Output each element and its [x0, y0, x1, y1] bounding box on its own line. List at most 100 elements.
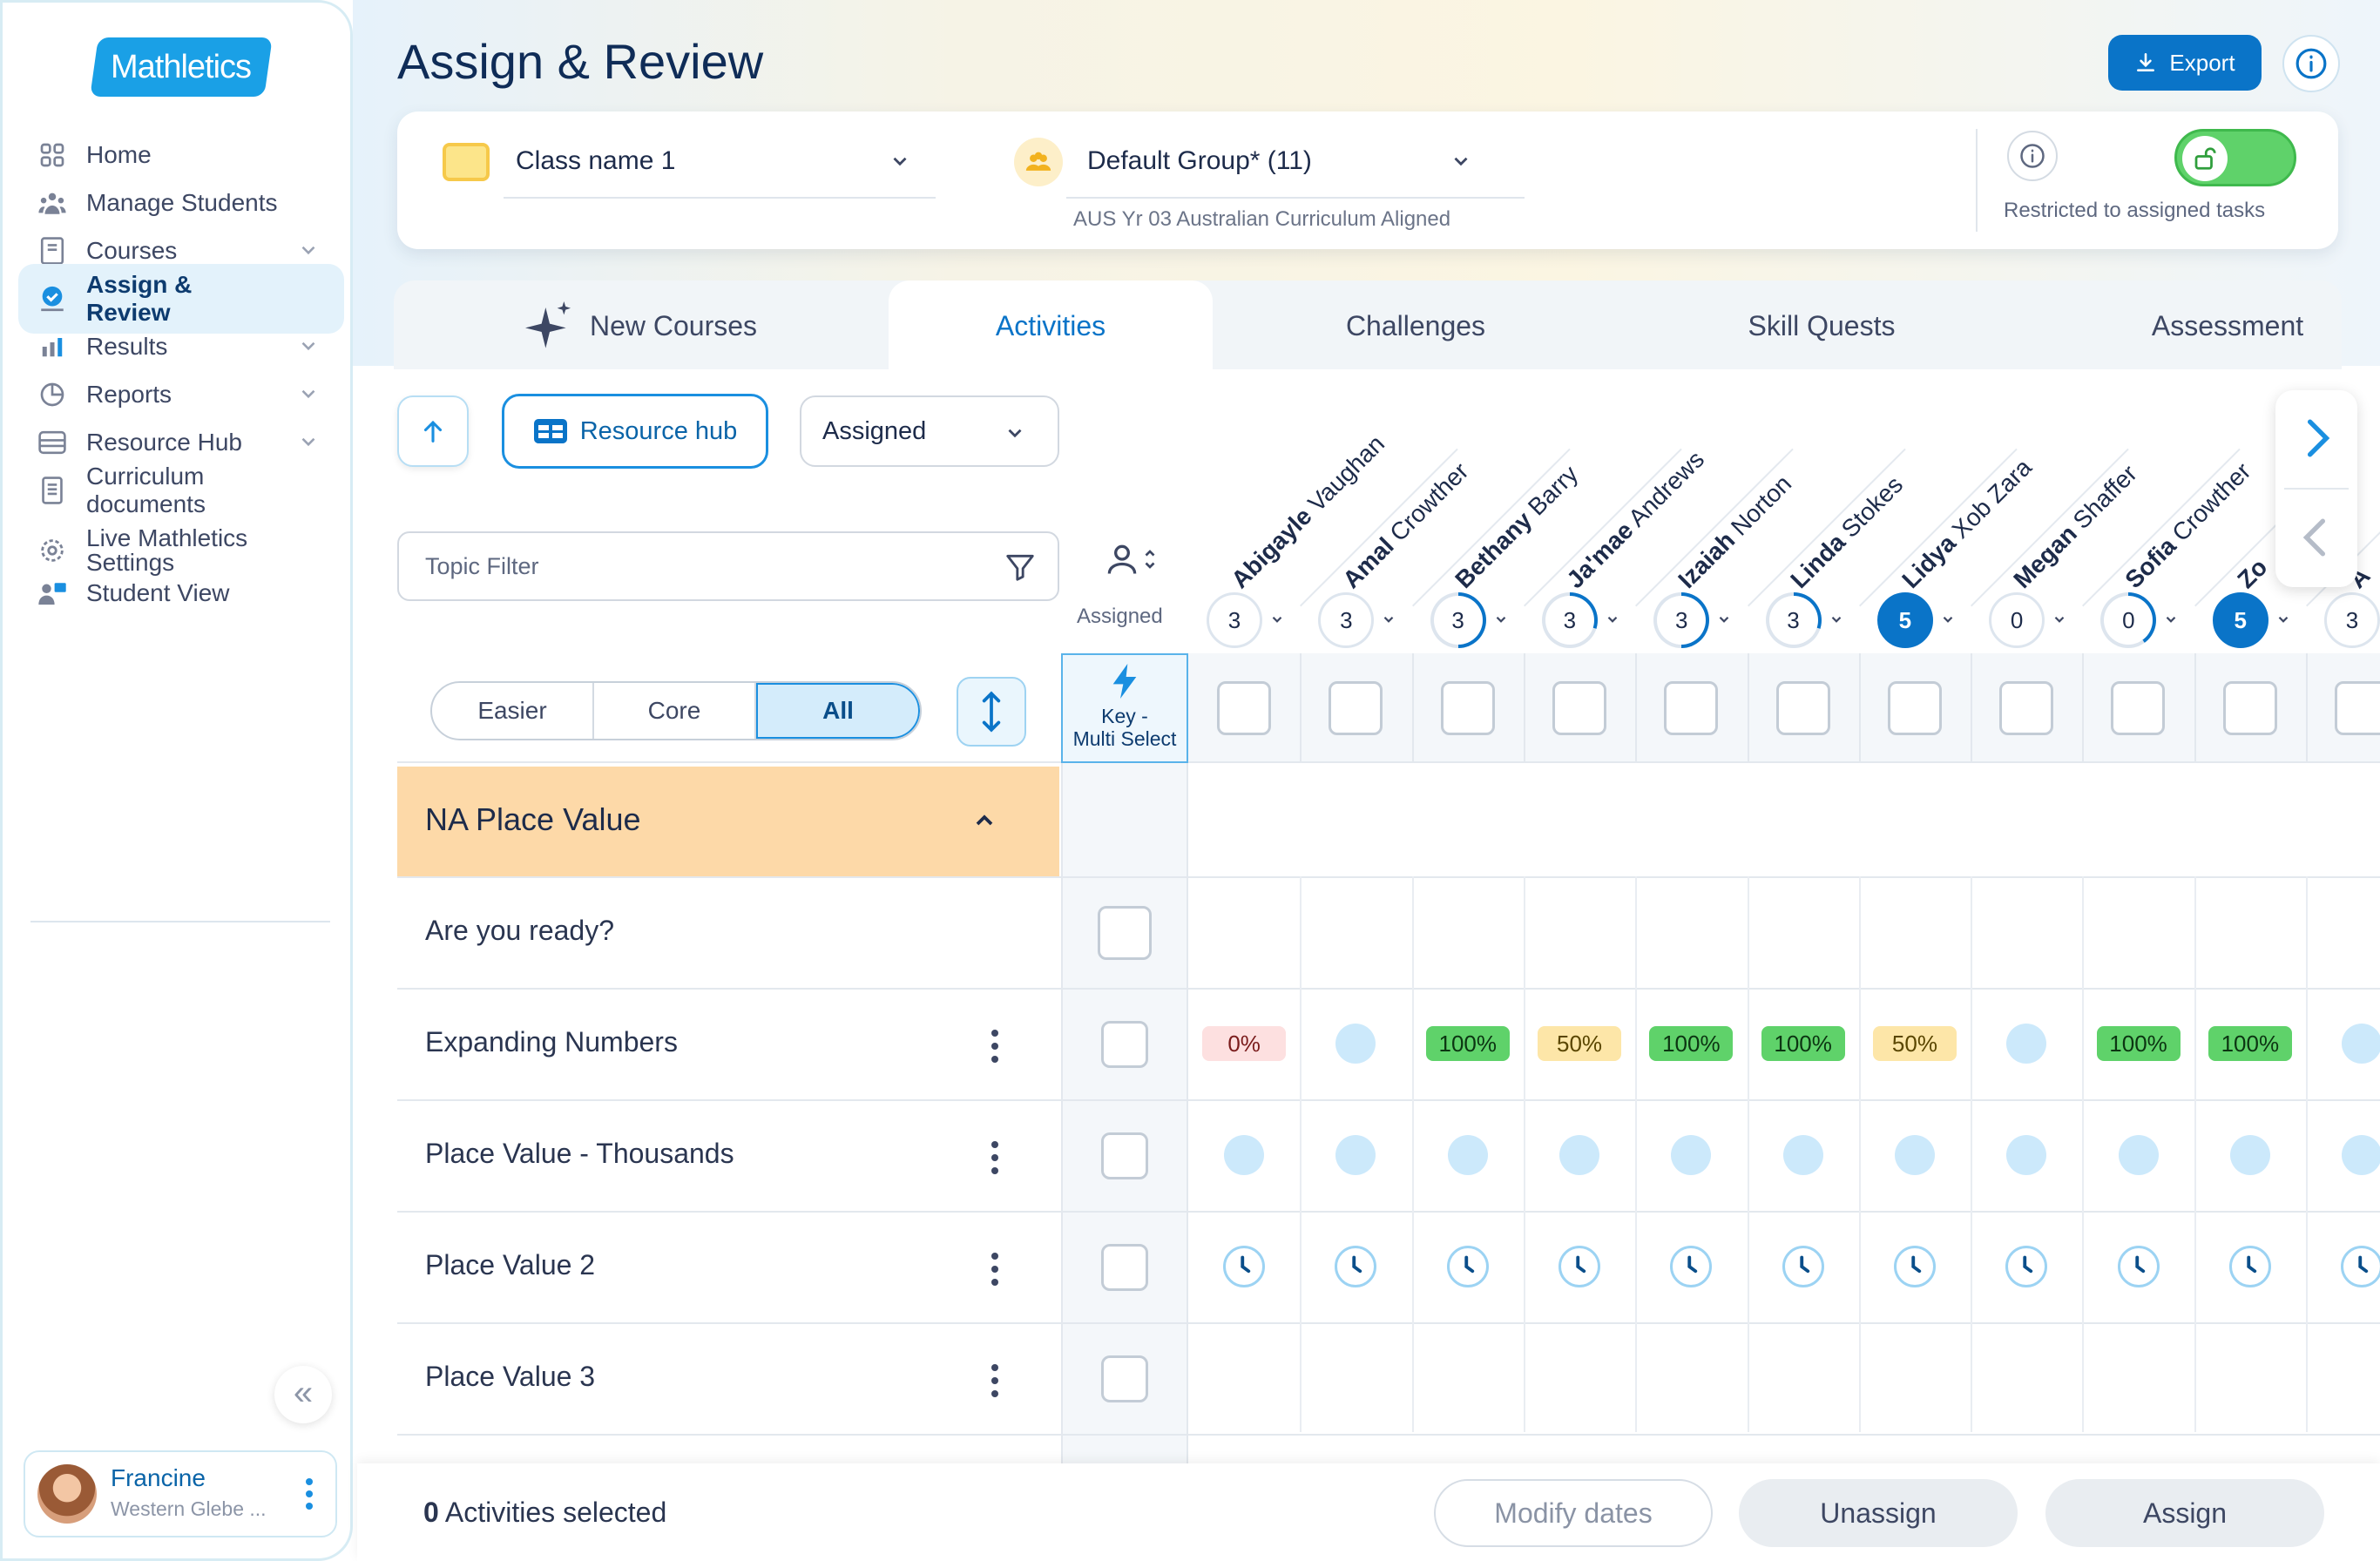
- clock-icon[interactable]: [2341, 1246, 2380, 1287]
- more-options-icon[interactable]: [991, 1364, 1000, 1403]
- not-started-indicator[interactable]: [2342, 1024, 2380, 1064]
- sidebar-item-results[interactable]: Results: [18, 312, 344, 382]
- student-assigned-count[interactable]: 3: [1318, 592, 1375, 648]
- not-started-indicator[interactable]: [1894, 1135, 1935, 1175]
- activity-name[interactable]: Place Value 3: [425, 1361, 596, 1392]
- class-select[interactable]: Class name 1: [516, 146, 676, 175]
- chevron-down-icon[interactable]: [297, 382, 320, 405]
- tab-skill-quests[interactable]: Skill Quests: [1748, 309, 1896, 341]
- chevron-down-icon[interactable]: [1605, 612, 1620, 627]
- chevron-down-icon[interactable]: [1381, 612, 1396, 627]
- not-started-indicator[interactable]: [1559, 1135, 1600, 1175]
- clock-icon[interactable]: [1446, 1246, 1489, 1287]
- chevron-down-icon[interactable]: [297, 239, 320, 261]
- student-assigned-count[interactable]: 3: [1653, 592, 1710, 648]
- activity-select-checkbox[interactable]: [1101, 1355, 1148, 1402]
- score-badge[interactable]: 100%: [1649, 1026, 1734, 1061]
- tab-challenges[interactable]: Challenges: [1345, 309, 1486, 341]
- modify-dates-button[interactable]: Modify dates: [1434, 1479, 1713, 1547]
- student-select-checkbox[interactable]: [1887, 681, 1942, 735]
- activity-name[interactable]: Are you ready?: [425, 915, 615, 946]
- tab-activities[interactable]: Activities: [889, 280, 1213, 371]
- chevron-down-icon[interactable]: [2163, 612, 2179, 627]
- user-card[interactable]: Francine Western Glebe ...: [24, 1450, 337, 1537]
- activity-name[interactable]: Place Value - Thousands: [425, 1138, 734, 1169]
- export-button[interactable]: Export: [2108, 35, 2262, 91]
- sort-assigned-icon[interactable]: [1078, 533, 1183, 585]
- score-badge[interactable]: 100%: [1425, 1026, 1510, 1061]
- student-assigned-count[interactable]: 3: [1207, 592, 1262, 648]
- not-started-indicator[interactable]: [1447, 1135, 1488, 1175]
- info-icon[interactable]: [2282, 35, 2340, 92]
- restricted-info-icon[interactable]: [2007, 131, 2058, 181]
- activity-name[interactable]: Expanding Numbers: [425, 1026, 678, 1058]
- level-core[interactable]: Core: [594, 683, 756, 739]
- student-assigned-count[interactable]: 5: [2212, 592, 2268, 648]
- not-started-indicator[interactable]: [1224, 1135, 1265, 1175]
- score-badge[interactable]: 100%: [1761, 1026, 1845, 1061]
- score-badge[interactable]: 50%: [1538, 1026, 1622, 1061]
- filter-icon[interactable]: [1004, 551, 1037, 584]
- activity-select-checkbox[interactable]: [1101, 1021, 1148, 1068]
- chevron-down-icon[interactable]: [889, 150, 911, 172]
- student-assigned-count[interactable]: 3: [1765, 592, 1822, 648]
- student-assigned-count[interactable]: 5: [1876, 592, 1933, 648]
- activity-select-checkbox[interactable]: [1101, 1244, 1148, 1291]
- not-started-indicator[interactable]: [2118, 1135, 2159, 1175]
- student-assigned-count[interactable]: 3: [2324, 592, 2380, 648]
- sidebar-item-courses[interactable]: Courses: [18, 216, 344, 286]
- sidebar-item-curriculum-documents[interactable]: Curriculum documents: [18, 456, 344, 525]
- clock-icon[interactable]: [2005, 1246, 2048, 1287]
- restricted-toggle[interactable]: [2174, 129, 2296, 186]
- sidebar-item-reports[interactable]: Reports: [18, 360, 344, 429]
- sidebar-item-student-view[interactable]: Student View: [18, 558, 344, 628]
- not-started-indicator[interactable]: [2006, 1135, 2047, 1175]
- student-assigned-count[interactable]: 3: [1541, 592, 1598, 648]
- student-select-checkbox[interactable]: [1329, 681, 1383, 735]
- clock-icon[interactable]: [1670, 1246, 1713, 1287]
- chevron-up-icon[interactable]: [970, 807, 998, 835]
- student-select-checkbox[interactable]: [2335, 681, 2380, 735]
- not-started-indicator[interactable]: [1671, 1135, 1712, 1175]
- unassign-button[interactable]: Unassign: [1739, 1479, 2018, 1547]
- user-menu-icon[interactable]: [306, 1478, 314, 1515]
- level-easier[interactable]: Easier: [432, 683, 594, 739]
- student-assigned-count[interactable]: 3: [1430, 592, 1486, 648]
- chevron-left-icon[interactable]: [2298, 516, 2333, 559]
- chevron-down-icon[interactable]: [1716, 612, 1732, 627]
- tab-new-courses[interactable]: New Courses: [394, 280, 889, 371]
- key-multi-select-button[interactable]: Key - Multi Select: [1061, 653, 1188, 763]
- not-started-indicator[interactable]: [1782, 1135, 1823, 1175]
- activity-select-checkbox[interactable]: [1101, 1132, 1148, 1179]
- student-select-checkbox[interactable]: [1440, 681, 1495, 735]
- clock-icon[interactable]: [1782, 1246, 1824, 1287]
- group-select[interactable]: Default Group* (11): [1087, 146, 1312, 175]
- student-select-checkbox[interactable]: [1217, 681, 1271, 735]
- chevron-down-icon[interactable]: [2275, 612, 2291, 627]
- more-options-icon[interactable]: [991, 1141, 1000, 1180]
- not-started-indicator[interactable]: [2229, 1135, 2270, 1175]
- not-started-indicator[interactable]: [1335, 1024, 1376, 1064]
- more-options-icon[interactable]: [991, 1253, 1000, 1292]
- score-badge[interactable]: 50%: [1872, 1026, 1957, 1061]
- chevron-down-icon[interactable]: [297, 430, 320, 453]
- clock-icon[interactable]: [2228, 1246, 2271, 1287]
- student-select-checkbox[interactable]: [2111, 681, 2166, 735]
- not-started-indicator[interactable]: [1335, 1135, 1376, 1175]
- expand-rows-button[interactable]: [957, 677, 1026, 747]
- chevron-down-icon[interactable]: [1940, 612, 1956, 627]
- score-badge[interactable]: 100%: [2096, 1026, 2181, 1061]
- student-select-checkbox[interactable]: [1664, 681, 1719, 735]
- activity-name[interactable]: Place Value 2: [425, 1249, 596, 1281]
- clock-icon[interactable]: [1223, 1246, 1266, 1287]
- sidebar-item-live-mathletics-settings[interactable]: Live Mathletics Settings: [18, 516, 344, 585]
- more-options-icon[interactable]: [991, 1030, 1000, 1069]
- student-select-checkbox[interactable]: [1775, 681, 1830, 735]
- student-select-checkbox[interactable]: [2222, 681, 2277, 735]
- mathletics-logo[interactable]: Mathletics: [90, 37, 273, 97]
- level-all[interactable]: All: [756, 683, 920, 739]
- scroll-up-button[interactable]: [397, 395, 469, 467]
- clock-icon[interactable]: [1893, 1246, 1936, 1287]
- clock-icon[interactable]: [1335, 1246, 1377, 1287]
- score-badge[interactable]: 0%: [1202, 1026, 1287, 1061]
